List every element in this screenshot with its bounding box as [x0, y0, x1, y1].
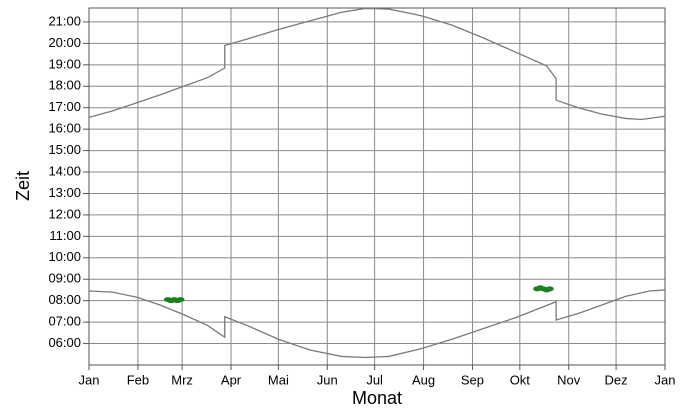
y-tick-label: 15:00 — [48, 142, 81, 157]
x-tick-label: Jan — [655, 372, 676, 387]
x-tick-label: Aug — [412, 372, 435, 387]
x-tick-label: Nov — [557, 372, 581, 387]
x-tick-label: Okt — [510, 372, 531, 387]
y-tick-label: 13:00 — [48, 185, 81, 200]
y-axis-title: Zeit — [13, 171, 33, 201]
y-tick-label: 08:00 — [48, 292, 81, 307]
y-tick-label: 21:00 — [48, 13, 81, 28]
x-tick-label: Mrz — [171, 372, 193, 387]
x-tick-label: Jul — [366, 372, 383, 387]
y-tick-label: 12:00 — [48, 206, 81, 221]
y-tick-label: 07:00 — [48, 314, 81, 329]
y-tick-label: 10:00 — [48, 249, 81, 264]
line — [88, 289, 666, 359]
y-tick-label: 17:00 — [48, 99, 81, 114]
x-tick-label: Sep — [461, 372, 484, 387]
point — [176, 297, 185, 303]
y-tick-label: 06:00 — [48, 335, 81, 350]
x-tick-label: Apr — [221, 372, 242, 387]
plot-frame — [88, 7, 666, 366]
x-tick-label: Mai — [268, 372, 289, 387]
line — [88, 7, 666, 121]
y-tick-label: 11:00 — [49, 228, 81, 243]
y-tick-label: 18:00 — [48, 78, 81, 93]
x-tick-label: Feb — [127, 372, 149, 387]
x-tick-label: Jan — [79, 372, 100, 387]
y-tick-label: 16:00 — [48, 121, 81, 136]
x-tick-label: Dez — [605, 372, 628, 387]
x-axis-title: Monat — [352, 388, 402, 408]
y-tick-label: 14:00 — [48, 163, 81, 178]
y-tick-label: 09:00 — [48, 271, 81, 286]
point — [545, 286, 554, 292]
y-tick-label: 19:00 — [48, 56, 81, 71]
x-tick-label: Jun — [317, 372, 338, 387]
y-tick-label: 20:00 — [48, 35, 81, 50]
